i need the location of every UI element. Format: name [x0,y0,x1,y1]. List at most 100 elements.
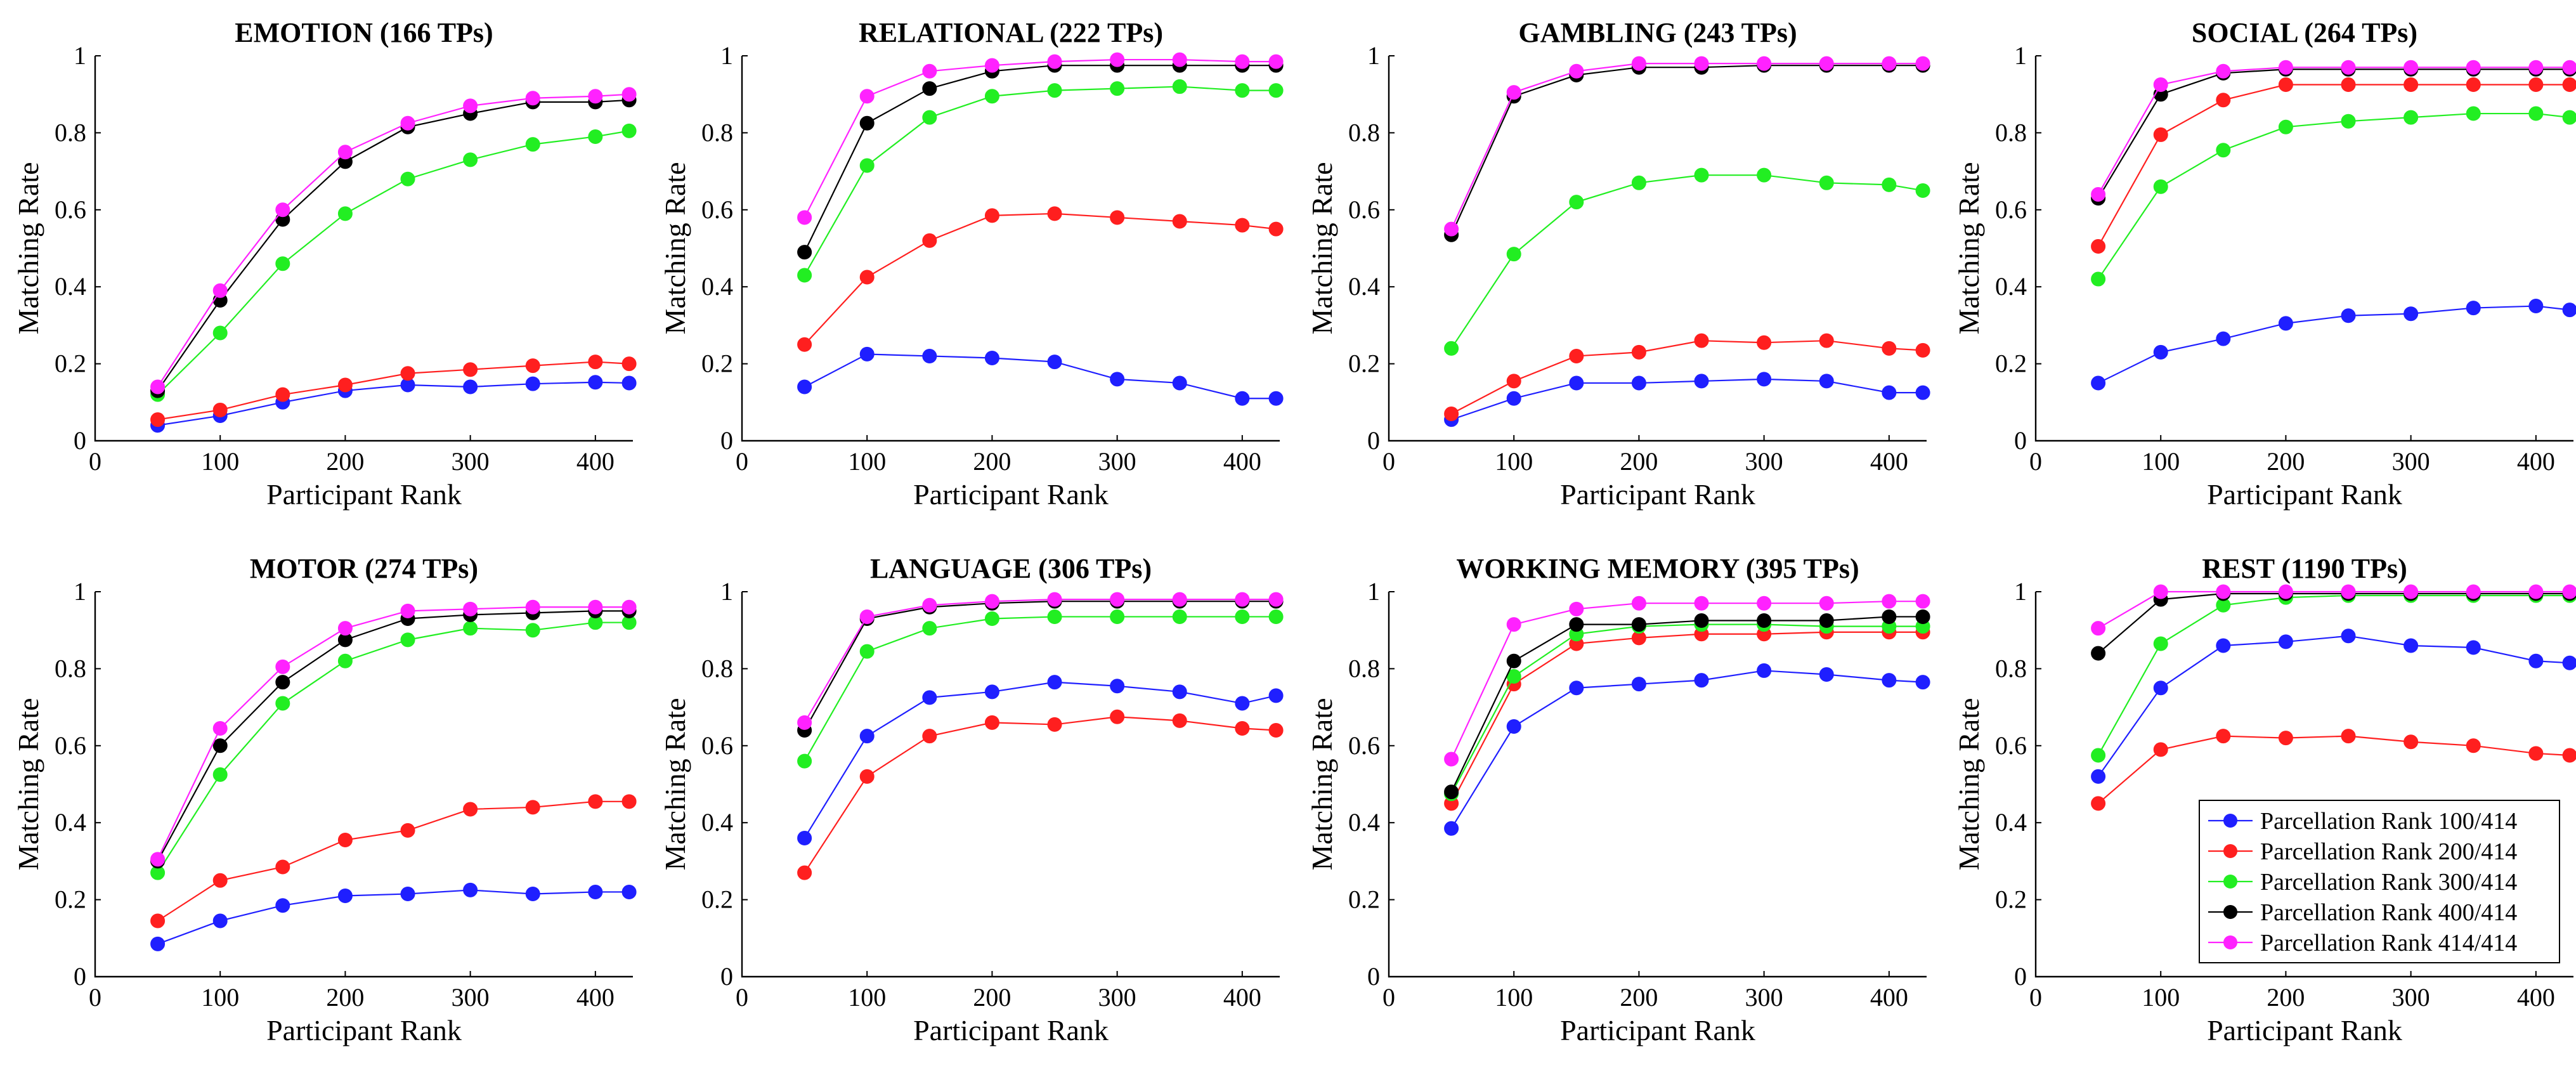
data-point [797,210,812,225]
series-parcellation-rank-414-414 [1444,56,1930,237]
data-point [588,375,603,390]
y-tick-label: 0.8 [701,118,733,147]
data-point [1882,609,1897,624]
data-point [922,63,937,79]
data-point [525,599,540,615]
data-point [2341,628,2356,644]
data-point [859,644,875,659]
data-point [1694,596,1709,611]
x-tick-label: 300 [1098,447,1136,476]
x-tick-label: 0 [736,983,748,1012]
x-tick-label: 300 [452,983,490,1012]
panel-title: LANGUAGE (306 TPs) [870,553,1152,584]
data-point [463,362,478,377]
data-point [275,898,290,913]
panel-title: EMOTION (166 TPs) [235,17,493,48]
data-point [797,245,812,260]
data-point [2216,729,2231,744]
x-tick-label: 400 [1223,447,1261,476]
legend: Parcellation Rank 100/414 Parcellation Ra… [2199,800,2560,963]
panel-title: WORKING MEMORY (395 TPs) [1456,553,1859,584]
data-point [2404,60,2419,75]
data-point [1819,374,1834,389]
data-point [2153,77,2168,93]
data-point [1882,341,1897,356]
y-tick-label: 0 [720,426,733,455]
y-tick-label: 0.4 [1348,808,1380,837]
x-axis-label: Participant Rank [2207,1014,2402,1046]
data-point [1757,596,1772,611]
data-point [150,913,166,928]
x-tick-label: 0 [736,447,748,476]
data-point [525,886,540,901]
data-point [2091,646,2106,661]
series-line [157,93,630,387]
series-parcellation-rank-100-414 [1444,372,1930,427]
data-point [2341,114,2356,129]
data-point [1047,54,1062,69]
data-point [2466,301,2481,316]
data-point [2404,110,2419,125]
data-point [2466,584,2481,599]
data-point [1694,613,1709,628]
x-tick-label: 0 [89,983,101,1012]
x-tick-label: 100 [1495,447,1533,476]
data-point [1506,247,1521,262]
data-point [922,348,937,363]
y-tick-label: 0.4 [1995,808,2027,837]
series-parcellation-rank-400-414 [150,93,637,398]
data-point [621,375,637,391]
data-point [2153,636,2168,651]
data-point [2216,93,2231,108]
data-point [463,98,478,114]
data-point [1172,375,1187,391]
data-point [275,659,290,674]
series-line [1450,670,1923,829]
data-point [337,206,353,221]
y-tick-label: 0.2 [1348,885,1380,914]
data-point [1757,167,1772,183]
data-point [275,675,290,690]
data-point [1915,385,1930,400]
y-tick-label: 0.8 [1995,654,2027,682]
data-point [1110,592,1125,607]
legend-swatch-marker [2223,814,2237,828]
data-point [463,379,478,394]
y-tick-label: 0 [74,962,86,991]
data-point [1757,663,1772,678]
y-axis-label: Matching Rate [1306,698,1338,870]
data-point [463,802,478,817]
series-line [1450,174,1923,349]
data-point [2562,584,2576,599]
panel-language: LANGUAGE (306 TPs) 0 100 200 300 400 0 0.2 0.4 0.… [659,553,1284,1046]
axis-lines [94,592,633,978]
series-line [804,353,1277,400]
data-point [1694,167,1709,183]
data-point [2466,640,2481,655]
panel-motor: MOTOR (274 TPs) 0 100 200 300 400 0 0.2 0.4 0.6 0.… [12,553,637,1046]
data-point [1172,79,1187,94]
data-point [2153,584,2168,599]
data-point [2216,331,2231,346]
series-line [157,622,630,873]
data-point [984,715,999,730]
x-tick-label: 300 [2392,983,2430,1012]
data-point [859,346,875,361]
data-point [2091,375,2106,391]
data-point [525,623,540,638]
y-axis-label: Matching Rate [659,162,691,334]
y-tick-label: 0 [1367,962,1380,991]
series-parcellation-rank-100-414 [2091,299,2576,391]
data-point [922,729,937,744]
series-parcellation-rank-414-414 [2091,584,2576,636]
data-point [984,350,999,365]
x-tick-label: 100 [201,983,239,1012]
series-line [2098,590,2570,629]
data-point [2278,731,2293,746]
series-parcellation-rank-414-414 [150,599,637,867]
data-point [400,366,415,381]
y-tick-label: 0.4 [55,272,86,301]
series-parcellation-rank-200-414 [797,709,1284,880]
data-point [1915,594,1930,609]
y-axis-label: Matching Rate [1306,162,1338,334]
